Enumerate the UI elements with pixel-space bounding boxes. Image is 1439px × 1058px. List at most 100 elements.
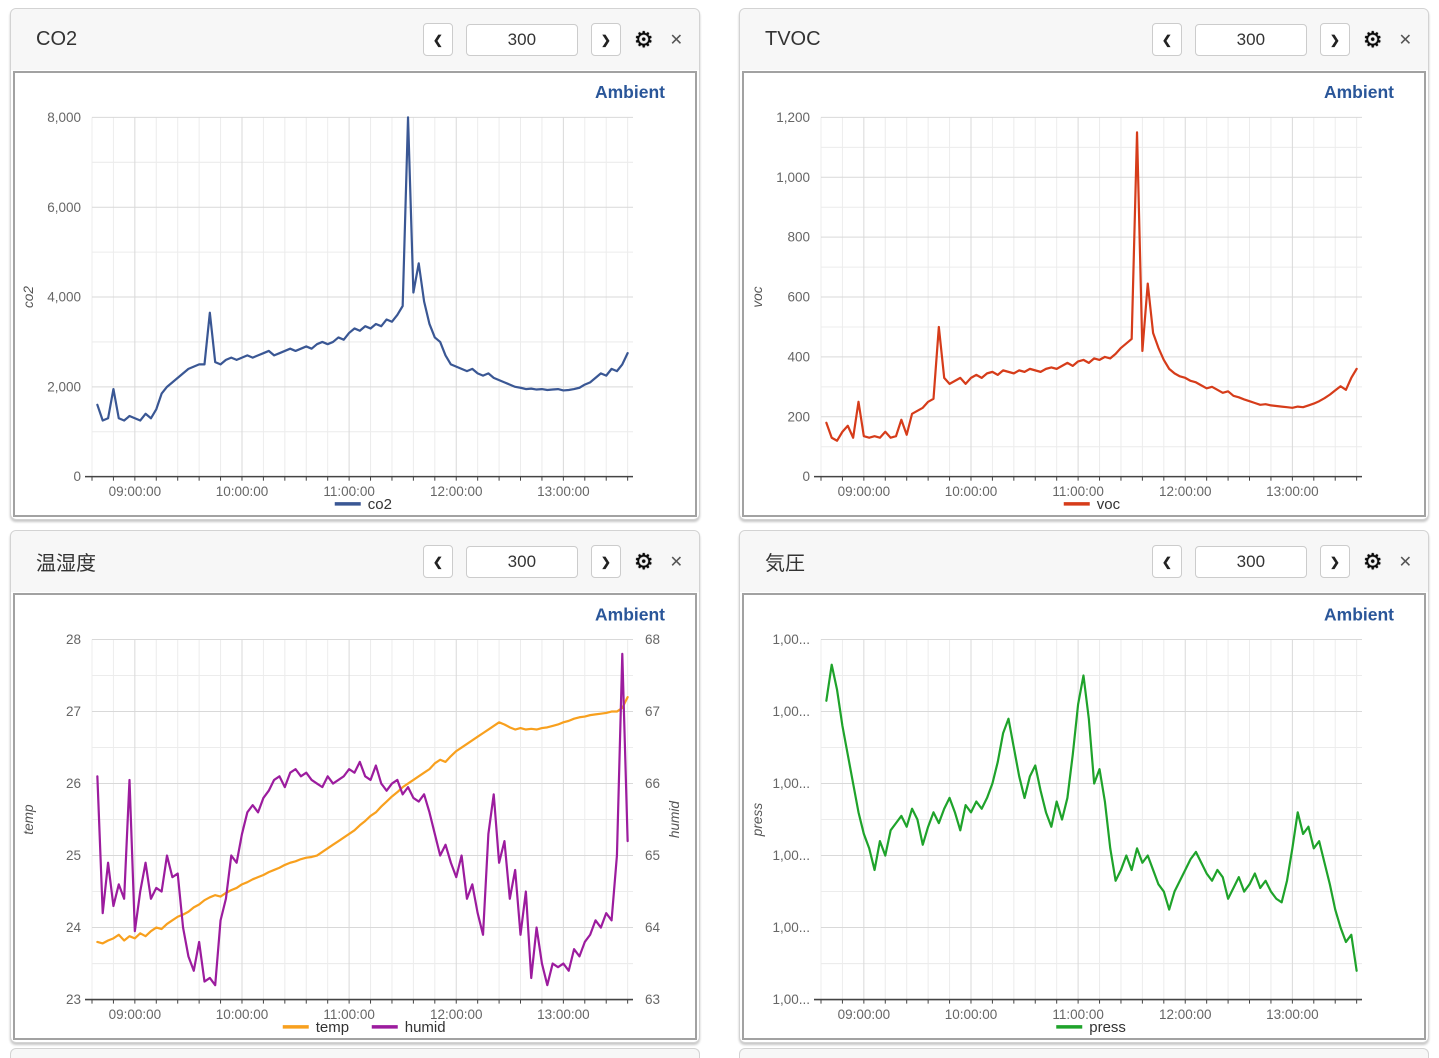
- x-tick-label: 11:00:00: [323, 1007, 375, 1022]
- legend: press: [1056, 1019, 1126, 1036]
- co2-chart: 0 2,000 4,000 6,000 8,000 09:00:00 10:00:00 11:…: [13, 71, 697, 517]
- legend-item-humid[interactable]: humid: [371, 1019, 446, 1036]
- series-line-co2: [96, 116, 629, 422]
- y-tick-label: 26: [66, 776, 81, 791]
- panel-pressure: 気圧 ❮ ❯ ⚙ ✕ 1,00... 1,00... 1,00... 1,00... 1…: [739, 530, 1429, 1043]
- prev-button[interactable]: ❮: [422, 545, 453, 578]
- x-tick-label: 12:00:00: [430, 484, 482, 499]
- y-tick-label: 400: [787, 349, 810, 364]
- y-tick-label: 25: [66, 848, 81, 863]
- legend-item-press[interactable]: press: [1056, 1019, 1126, 1036]
- chevron-left-icon: ❮: [432, 554, 443, 569]
- prev-button[interactable]: ❮: [1151, 545, 1182, 578]
- x-axis: [85, 998, 633, 1004]
- legend-item-co2[interactable]: co2: [334, 496, 392, 513]
- chevron-left-icon: ❮: [1161, 554, 1172, 569]
- y-tick-label: 1,200: [776, 110, 810, 125]
- y-tick-label: 4,000: [47, 290, 81, 305]
- pressure-chart: 1,00... 1,00... 1,00... 1,00... 1,00... 1,00.…: [742, 593, 1426, 1040]
- legend: co2: [334, 496, 392, 513]
- panel-title: 温湿度: [36, 553, 96, 575]
- ambient-label: Ambient: [595, 604, 665, 624]
- x-tick-label: 09:00:00: [838, 1007, 891, 1022]
- partial-panel: [739, 1048, 1429, 1058]
- x-tick-label: 09:00:00: [109, 1007, 162, 1022]
- prev-button[interactable]: ❮: [422, 23, 453, 56]
- y2-tick-label: 66: [645, 776, 660, 791]
- range-input[interactable]: [465, 23, 578, 56]
- legend: voc: [1063, 496, 1121, 513]
- panel-header: 気圧 ❮ ❯ ⚙ ✕: [740, 531, 1428, 592]
- x-tick-label: 11:00:00: [1052, 1007, 1104, 1022]
- y-tick-label: 600: [787, 290, 810, 305]
- chevron-right-icon: ❯: [600, 32, 611, 47]
- y-tick-label: 6,000: [47, 200, 81, 215]
- ambient-label: Ambient: [1324, 604, 1394, 624]
- ambient-label: Ambient: [1324, 82, 1394, 102]
- chevron-left-icon: ❮: [1161, 32, 1172, 47]
- next-button[interactable]: ❯: [590, 545, 621, 578]
- x-tick-label: 11:00:00: [323, 484, 374, 499]
- legend-item-temp[interactable]: temp: [282, 1019, 349, 1036]
- panel-controls: ❮ ❯ ⚙ ✕: [422, 23, 683, 56]
- partial-panel: [10, 1048, 700, 1058]
- series-line-press: [825, 663, 1358, 972]
- legend-label: humid: [405, 1019, 446, 1036]
- x-tick-label: 10:00:00: [945, 484, 997, 499]
- chevron-right-icon: ❯: [1329, 32, 1340, 47]
- y-tick-label: 8,000: [47, 110, 81, 125]
- next-button[interactable]: ❯: [590, 23, 621, 56]
- close-icon[interactable]: ✕: [669, 31, 683, 49]
- range-input[interactable]: [465, 545, 578, 578]
- y2-tick-label: 65: [645, 848, 660, 863]
- panel-title: 気圧: [765, 553, 805, 575]
- y-axis-title: temp: [21, 804, 36, 835]
- close-icon[interactable]: ✕: [1398, 553, 1412, 571]
- panel-title: TVOC: [765, 28, 821, 50]
- gear-icon[interactable]: ⚙: [1362, 548, 1383, 574]
- panel-tvoc: TVOC ❮ ❯ ⚙ ✕ 0 200 400 600 800 1,000 1,200 09:0…: [739, 8, 1429, 520]
- close-icon[interactable]: ✕: [669, 553, 683, 571]
- y-tick-label: 23: [66, 992, 81, 1007]
- panel-header: CO2 ❮ ❯ ⚙ ✕: [11, 9, 699, 70]
- gear-icon[interactable]: ⚙: [633, 26, 654, 52]
- legend-label: press: [1089, 1019, 1126, 1036]
- gridlines: [820, 116, 1362, 478]
- y-axis-title: co2: [21, 286, 36, 308]
- range-input[interactable]: [1194, 23, 1307, 56]
- close-icon[interactable]: ✕: [1398, 31, 1412, 49]
- panel-co2: CO2 ❮ ❯ ⚙ ✕ 0 2,000 4,000 6,000 8,000 09:00:0…: [10, 8, 700, 520]
- x-tick-label: 13:00:00: [1266, 484, 1318, 499]
- x-axis: [814, 998, 1362, 1004]
- x-axis: [814, 475, 1362, 481]
- gear-icon[interactable]: ⚙: [633, 548, 654, 574]
- y-tick-label: 200: [787, 409, 810, 424]
- y-tick-label: 1,00...: [773, 704, 810, 719]
- panel-controls: ❮ ❯ ⚙ ✕: [422, 545, 683, 578]
- y2-tick-label: 63: [645, 992, 660, 1007]
- gear-icon[interactable]: ⚙: [1362, 26, 1383, 52]
- x-tick-label: 09:00:00: [109, 484, 161, 499]
- next-button[interactable]: ❯: [1319, 545, 1350, 578]
- y-tick-label: 1,00...: [773, 848, 810, 863]
- legend-item-voc[interactable]: voc: [1063, 496, 1121, 513]
- series-line-temp: [96, 695, 629, 945]
- range-input[interactable]: [1194, 545, 1307, 578]
- x-tick-label: 12:00:00: [1159, 1007, 1212, 1022]
- legend: temp humid: [282, 1019, 446, 1036]
- y-tick-label: 27: [66, 704, 81, 719]
- y-tick-label: 800: [787, 230, 810, 245]
- y-tick-label: 0: [802, 469, 810, 484]
- prev-button[interactable]: ❮: [1151, 23, 1182, 56]
- series-line-voc: [825, 131, 1358, 442]
- next-button[interactable]: ❯: [1319, 23, 1350, 56]
- x-tick-label: 13:00:00: [1266, 1007, 1319, 1022]
- gridlines: [91, 638, 633, 1001]
- x-tick-label: 09:00:00: [838, 484, 890, 499]
- ambient-label: Ambient: [595, 82, 665, 102]
- y-tick-label: 1,00...: [773, 776, 810, 791]
- x-tick-label: 13:00:00: [537, 1007, 590, 1022]
- y-tick-label: 1,00...: [773, 992, 810, 1007]
- y-axis-title: press: [750, 803, 765, 838]
